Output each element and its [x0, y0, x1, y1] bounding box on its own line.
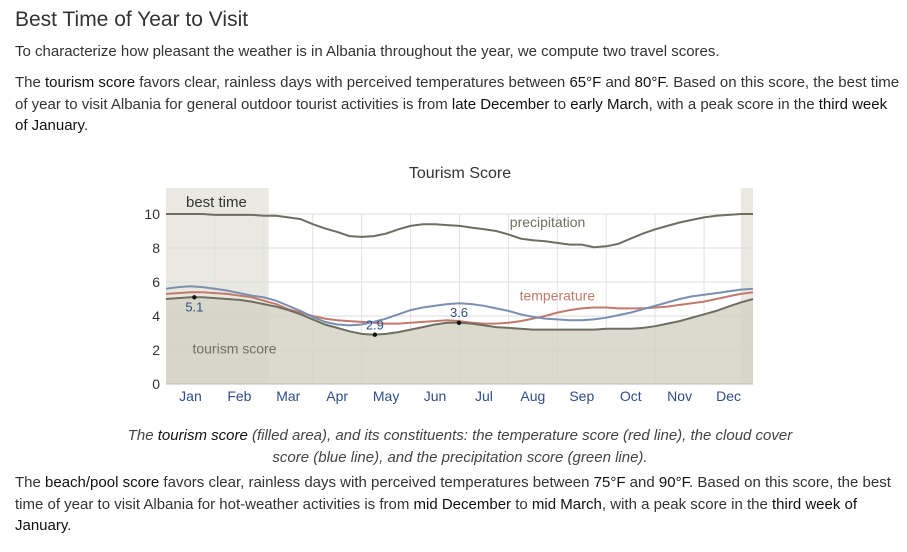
text-run: The — [127, 427, 158, 444]
y-tick-label: 6 — [152, 274, 160, 290]
x-tick-label-sep[interactable]: Sep — [569, 388, 594, 404]
chart-axes: 0 2 4 6 8 10 Jan Feb Mar Apr May Jun Jul Aug Sep Oct Nov… — [144, 206, 753, 404]
text-run: The — [15, 74, 46, 91]
text-run: favors clear, rainless days with perceiv… — [159, 474, 594, 491]
beach-score-link[interactable]: beach/pool score — [45, 474, 160, 491]
x-tick-label-may[interactable]: May — [373, 388, 399, 404]
beach-range-start-value: mid December — [413, 495, 512, 513]
x-tick-label-mar[interactable]: Mar — [276, 388, 300, 404]
tourism-score-area — [166, 297, 753, 384]
x-tick-label-aug[interactable]: Aug — [520, 388, 545, 404]
tourism-score-fill — [166, 297, 753, 384]
text-run: . — [83, 117, 89, 134]
beach-temp-high-value: 90°F — [658, 474, 690, 491]
series-label: precipitation — [510, 214, 586, 230]
text-run: favors clear, rainless days with perceiv… — [135, 74, 570, 91]
caption-tourism-score-link[interactable]: tourism score — [157, 427, 248, 444]
x-tick-label-apr[interactable]: Apr — [326, 388, 348, 404]
y-tick-label: 2 — [152, 342, 160, 358]
x-tick-label-feb[interactable]: Feb — [227, 388, 251, 404]
x-tick-label-oct[interactable]: Oct — [620, 388, 642, 404]
chart-caption: The tourism score (filled area), and its… — [120, 425, 800, 468]
annotation-point — [456, 320, 462, 325]
text-run: . Based on this score, the best time of … — [15, 74, 900, 113]
y-tick-label: 8 — [152, 240, 160, 256]
x-tick-label-nov[interactable]: Nov — [667, 388, 692, 404]
annotation-point — [192, 295, 197, 300]
intro-paragraph: To characterize how pleasant the weather… — [15, 43, 720, 60]
text-run: , with a peak score in the — [601, 495, 772, 513]
chart-labels: best time 5.1 2.9 3.6 precipitation temperatu… — [185, 194, 595, 356]
annotation-point — [372, 332, 378, 337]
series-label: temperature — [520, 288, 596, 304]
beach-score-paragraph: The beach/pool score favors clear, rainl… — [15, 472, 900, 537]
x-tick-label-dec[interactable]: Dec — [716, 388, 741, 404]
text-run: and — [601, 74, 635, 91]
tourism-score-link[interactable]: tourism score — [45, 74, 136, 91]
series-line-precipitation — [166, 213, 753, 249]
beach-peak-week-value: third week of January — [15, 495, 858, 535]
text-run: , with a peak score in the — [648, 95, 819, 113]
x-tick-label-jun[interactable]: Jun — [424, 388, 447, 404]
annotation-value: 5.1 — [185, 299, 203, 314]
series-label: tourism score — [192, 340, 276, 356]
tourism-score-paragraph: The tourism score favors clear, rainless… — [15, 72, 900, 137]
range-start-value: late December — [451, 95, 550, 113]
text-run: The — [15, 474, 46, 491]
x-tick-label-jul[interactable]: Jul — [475, 388, 493, 404]
x-tick-label-jan[interactable]: Jan — [179, 388, 202, 404]
chart-title: Tourism Score — [408, 165, 512, 182]
series-line-cloud-cover — [165, 285, 754, 327]
annotation-value: 2.9 — [366, 318, 384, 333]
y-tick-label: 0 — [152, 376, 160, 392]
page-heading: Best Time of Year to Visit — [15, 8, 249, 31]
text-run: . Based on this score, the best time of … — [15, 474, 891, 513]
text-run: . — [67, 517, 72, 534]
annotation-value: 3.6 — [450, 305, 468, 320]
text-run: and — [625, 474, 659, 491]
best-time-label: best time — [186, 194, 247, 211]
beach-temp-low-value: 75°F — [593, 474, 626, 491]
text-run: (filled area), and its constituents: the… — [247, 427, 793, 466]
beach-range-end-value: mid March — [531, 495, 602, 513]
y-tick-label: 10 — [144, 206, 160, 222]
range-end-value: early March — [570, 95, 649, 113]
peak-week-value: third week of January — [15, 95, 888, 135]
temp-low-value: 65°F — [569, 74, 602, 91]
temp-high-value: 80°F — [634, 74, 665, 91]
text-run: to — [549, 95, 571, 113]
y-tick-label: 4 — [152, 308, 160, 324]
text-run: to — [511, 495, 532, 513]
